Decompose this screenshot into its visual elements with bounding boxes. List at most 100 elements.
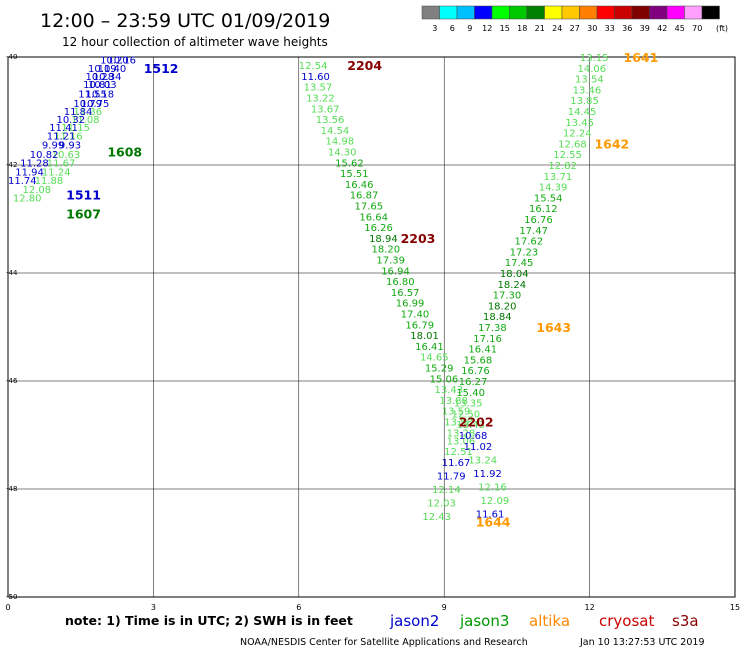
wave-height-point: 14.65 xyxy=(420,353,449,364)
wave-height-point: 10.18 xyxy=(86,90,115,101)
page-subtitle: 12 hour collection of altimeter wave hei… xyxy=(62,35,328,49)
color-scale-swatch xyxy=(596,5,615,20)
color-scale-label: 30 xyxy=(587,24,597,33)
wave-height-point: 16.94 xyxy=(381,266,410,277)
color-scale-label: 27 xyxy=(570,24,580,33)
y-tick-label: -40 xyxy=(6,53,17,61)
y-tick-labels: -40 -42 -44 -46 -48 -50 xyxy=(6,53,18,601)
color-scale-label: 33 xyxy=(605,24,615,33)
wave-height-point: 13.43 xyxy=(435,385,464,396)
color-scale: 3 6 9 12 15 18 21 24 27 30 33 36 39 42 45 70 xyxy=(421,5,720,33)
color-scale-swatch xyxy=(491,5,510,20)
wave-height-point: 11.67 xyxy=(442,458,471,469)
page-title: 12:00 – 23:59 UTC 01/09/2019 xyxy=(40,10,330,32)
wave-height-point: 13.88 xyxy=(439,396,468,407)
wave-height-point: 17.30 xyxy=(493,291,522,302)
color-scale-swatch xyxy=(579,5,598,20)
y-tick-label: -46 xyxy=(6,377,18,385)
legend-item: jason2 xyxy=(389,612,439,630)
color-scale-unit: (ft) xyxy=(716,24,728,33)
legend-item: altika xyxy=(529,612,570,630)
wave-height-point: 12.08 xyxy=(23,185,52,196)
wave-height-point: 12.14 xyxy=(432,485,461,496)
wave-height-point: 17.16 xyxy=(473,334,502,345)
wave-height-point: 11.84 xyxy=(64,107,93,118)
color-scale-swatch xyxy=(509,5,528,20)
color-scale-swatch xyxy=(666,5,685,20)
wave-height-point: 16.87 xyxy=(350,191,379,202)
plot-area: -40-42-44-46-48-50 0 3 6 9 12 15 10.1610.2010… xyxy=(5,50,740,612)
grid xyxy=(8,57,735,597)
wave-height-point: 18.20 xyxy=(488,301,517,312)
wave-height-point: 11.41 xyxy=(49,123,78,134)
color-scale-swatch xyxy=(421,5,440,20)
wave-height-point: 12.43 xyxy=(422,512,451,523)
wave-height-point: 12.51 xyxy=(444,447,473,458)
y-tick-label: -48 xyxy=(6,485,17,493)
wave-height-point: 11.28 xyxy=(20,158,49,169)
wave-height-point: 11.92 xyxy=(473,469,502,480)
wave-height-point: 10.79 xyxy=(73,99,102,110)
color-scale-label: 70 xyxy=(692,24,702,33)
wave-height-point: 11.88 xyxy=(35,176,64,187)
wave-height-point: 11.15 xyxy=(61,123,90,134)
color-scale-label: 21 xyxy=(535,24,545,33)
wave-height-point: 16.27 xyxy=(459,377,488,388)
wave-height-point: 13.56 xyxy=(316,115,345,126)
pass-time-label: 1511 xyxy=(66,188,101,203)
wave-height-point: 10.32 xyxy=(56,115,85,126)
wave-height-point: 17.47 xyxy=(519,226,548,237)
wave-height-point: 14.39 xyxy=(539,183,568,194)
color-scale-swatch xyxy=(684,5,703,20)
wave-height-point: 13.24 xyxy=(468,455,497,466)
wave-height-point: 16.46 xyxy=(345,180,374,191)
pass-time-label: 1641 xyxy=(624,50,659,65)
wave-height-point: 11.60 xyxy=(301,72,330,83)
wave-height-point: 10.68 xyxy=(459,431,488,442)
wave-height-point: 11.36 xyxy=(73,107,102,118)
color-scale-label: 12 xyxy=(482,24,492,33)
wave-height-point: 16.99 xyxy=(396,299,425,310)
y-tick-label: -44 xyxy=(6,269,18,277)
wave-height-point: 15.06 xyxy=(430,374,459,385)
pass-time-label: 1608 xyxy=(107,145,142,160)
wave-height-point: 15.62 xyxy=(335,158,364,169)
wave-height-point: 11.21 xyxy=(47,131,76,142)
footer-timestamp: Jan 10 13:27:53 UTC 2019 xyxy=(579,637,705,648)
pass-time-label: 2204 xyxy=(347,58,382,73)
wave-height-point: 10.16 xyxy=(107,56,136,67)
wave-height-point: 12.50 xyxy=(451,409,480,420)
wave-height-point: 12.55 xyxy=(553,150,582,161)
wave-height-point: 17.62 xyxy=(514,237,543,248)
x-tick-label: 12 xyxy=(585,603,595,612)
wave-height-point: 12.16 xyxy=(478,482,507,493)
pass-time-label: 1643 xyxy=(536,320,571,335)
color-scale-label: 39 xyxy=(640,24,650,33)
wave-height-point: 10.81 xyxy=(83,80,112,91)
x-tick-labels: 0 3 6 9 12 15 xyxy=(5,603,740,612)
wave-height-point: 16.79 xyxy=(405,320,434,331)
wave-height-point: 18.24 xyxy=(498,280,527,291)
wave-height-point: 16.12 xyxy=(529,204,558,215)
color-scale-label: 24 xyxy=(552,24,562,33)
wave-height-point: 17.65 xyxy=(355,202,384,213)
wave-height-point: 17.45 xyxy=(505,258,534,269)
wave-height-point: 12.82 xyxy=(548,161,577,172)
wave-height-point: 15.29 xyxy=(425,364,454,375)
satellite-legend: jason2 jason3 altika cryosat s3a xyxy=(389,612,699,630)
wave-height-point: 10.82 xyxy=(30,150,59,161)
wave-height-point: 17.38 xyxy=(478,323,507,334)
plot-frame xyxy=(7,56,736,598)
wave-height-point: 13.71 xyxy=(544,172,573,183)
color-scale-label: 42 xyxy=(657,24,667,33)
x-tick-label: 9 xyxy=(442,603,447,612)
footer-note: note: 1) Time is in UTC; 2) SWH is in fe… xyxy=(65,613,353,628)
wave-height-point: 15.40 xyxy=(456,388,485,399)
wave-height-point: 16.26 xyxy=(364,223,393,234)
wave-height-point: 12.54 xyxy=(299,61,328,72)
color-scale-swatch xyxy=(614,5,633,20)
wave-height-point: 11.08 xyxy=(71,115,100,126)
color-scale-swatch xyxy=(649,5,668,20)
